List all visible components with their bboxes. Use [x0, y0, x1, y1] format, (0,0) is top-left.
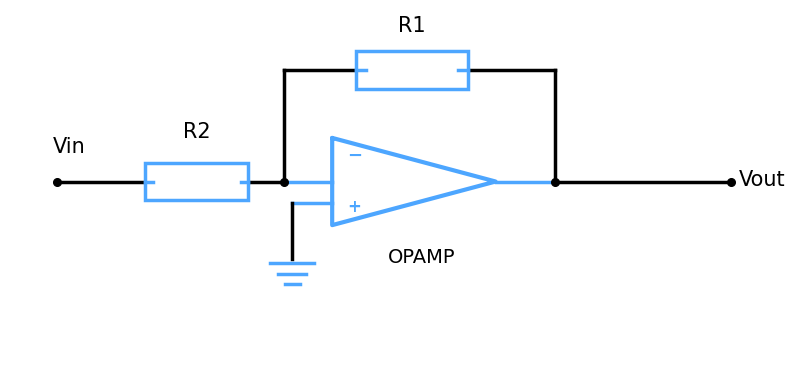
Text: −: −	[347, 147, 362, 165]
Text: R1: R1	[398, 16, 426, 36]
Bar	[356, 51, 468, 89]
Text: OPAMP: OPAMP	[388, 248, 456, 267]
Text: R2: R2	[183, 122, 210, 142]
Text: Vout: Vout	[738, 170, 786, 189]
Bar	[145, 163, 249, 201]
Text: Vin: Vin	[54, 138, 86, 157]
Text: +: +	[347, 198, 362, 216]
